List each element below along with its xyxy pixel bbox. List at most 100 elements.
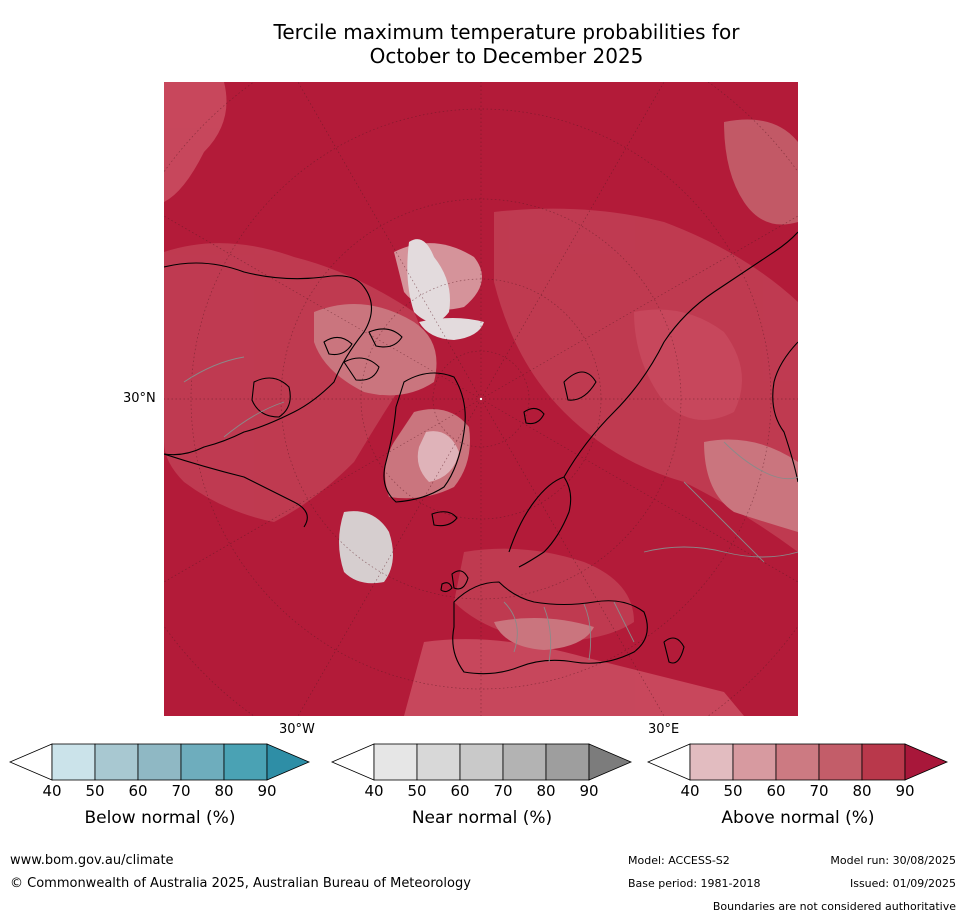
- meridian-120e: [480, 215, 798, 400]
- colorbar-swatch-1: [689, 743, 734, 781]
- tick-80: 80: [536, 782, 556, 800]
- model-text: Model: ACCESS-S2: [628, 854, 730, 867]
- colorbar-above-normal-swatches: [646, 743, 949, 781]
- title-line-1: Tercile maximum temperature probabilitie…: [273, 20, 740, 44]
- probability-map: [164, 82, 798, 716]
- colorbar-min-arrow: [646, 743, 691, 781]
- colorbar-swatch-2: [94, 743, 139, 781]
- colorbar-near-normal-swatches: [330, 743, 633, 781]
- colorbar-swatch-3: [775, 743, 820, 781]
- meridian-150e: [480, 82, 665, 400]
- border-europe-1: [503, 601, 635, 663]
- colorbar-above-normal-label: Above normal (%): [721, 808, 875, 828]
- colorbar-swatch-2: [416, 743, 461, 781]
- border-russia-kaz: [643, 546, 798, 558]
- base-period-text: Base period: 1981-2018: [628, 877, 761, 890]
- coast-asia-east: [772, 341, 798, 483]
- lon-label-30e: 30°E: [648, 722, 680, 737]
- colorbar-swatch-5: [223, 743, 268, 781]
- issued-text: Issued: 01/09/2025: [849, 877, 956, 890]
- tick-70: 70: [493, 782, 513, 800]
- colorbar-swatch-5: [545, 743, 590, 781]
- model-run-text: Model run: 30/08/2025: [830, 854, 956, 867]
- tick-50: 50: [85, 782, 105, 800]
- coast-europe: [452, 581, 648, 675]
- colorbar-swatch-2: [732, 743, 777, 781]
- disclaimer-text: Boundaries are not considered authoritat…: [712, 900, 956, 913]
- colorbar-near-normal-ticks: 40 50 60 70 80 90: [332, 782, 632, 802]
- lon-label-30w: 30°W: [279, 722, 315, 737]
- tick-50: 50: [407, 782, 427, 800]
- tick-80: 80: [214, 782, 234, 800]
- tick-80: 80: [852, 782, 872, 800]
- graticule: [164, 82, 798, 716]
- meridian-150w: [297, 82, 482, 400]
- coast-arctic-islands: [323, 328, 403, 381]
- tick-40: 40: [364, 782, 384, 800]
- coast-scandinavia: [508, 476, 572, 568]
- colorbar-swatch-3: [459, 743, 504, 781]
- colorbar-swatch-3: [137, 743, 182, 781]
- patch-near-normal-arctic: [407, 239, 450, 322]
- patch-canadian-archipelago: [314, 304, 437, 396]
- lat-label-30n: 30°N: [123, 391, 156, 406]
- parallel-50n: [190, 108, 772, 690]
- patch-near-normal-labrador: [339, 511, 393, 584]
- colorbar-swatch-4: [502, 743, 547, 781]
- tick-70: 70: [171, 782, 191, 800]
- tick-60: 60: [766, 782, 786, 800]
- coastlines: [164, 231, 798, 675]
- colorbar-below-normal-ticks: 40 50 60 70 80 90: [10, 782, 310, 802]
- coast-hudson-bay: [251, 377, 291, 418]
- coast-north-america: [164, 262, 373, 456]
- tick-60: 60: [450, 782, 470, 800]
- colorbar-below-normal-swatches: [8, 743, 311, 781]
- patch-near-normal-strait: [419, 318, 484, 340]
- patch-mediterranean: [494, 618, 594, 650]
- tick-90: 90: [895, 782, 915, 800]
- coast-eurasia-north: [563, 231, 798, 478]
- coast-north-america-east: [164, 453, 308, 528]
- colorbar-max-arrow: [266, 743, 311, 781]
- colorbar-min-arrow: [8, 743, 53, 781]
- website-text: www.bom.gov.au/climate: [10, 853, 174, 868]
- tick-40: 40: [42, 782, 62, 800]
- title-line-2: October to December 2025: [369, 44, 644, 68]
- colorbar-swatch-1: [373, 743, 418, 781]
- coast-svalbard-novaya: [523, 371, 597, 425]
- map-svg: [164, 82, 798, 716]
- tick-90: 90: [257, 782, 277, 800]
- colorbar-swatch-1: [51, 743, 96, 781]
- copyright-text: © Commonwealth of Australia 2025, Austra…: [10, 876, 471, 891]
- coast-caspian: [663, 637, 685, 664]
- meridian-60w: [164, 398, 482, 583]
- tick-40: 40: [680, 782, 700, 800]
- tick-50: 50: [723, 782, 743, 800]
- coast-british-isles: [440, 570, 469, 593]
- meridian-30w: [297, 398, 482, 716]
- patch-greenland-inner: [417, 431, 459, 482]
- colorbar-below-normal-label: Below normal (%): [84, 808, 236, 828]
- colorbar-max-arrow: [904, 743, 949, 781]
- tick-90: 90: [579, 782, 599, 800]
- probability-patches: [164, 82, 798, 716]
- colorbar-below-normal: 40 50 60 70 80 90 Below normal (%): [8, 743, 311, 828]
- country-borders: [183, 356, 798, 663]
- patch-northeast-corner: [724, 119, 798, 225]
- coast-greenland: [383, 372, 466, 503]
- colorbar-swatch-4: [180, 743, 225, 781]
- colorbar-above-normal: 40 50 60 70 80 90 Above normal (%): [646, 743, 949, 828]
- border-asia-1: [683, 441, 798, 563]
- colorbar-near-normal-label: Near normal (%): [411, 808, 553, 828]
- tick-70: 70: [809, 782, 829, 800]
- patch-north-pacific: [164, 82, 227, 202]
- north-pole-marker: [479, 397, 483, 401]
- patch-central-asia: [704, 439, 798, 532]
- patch-siberia: [634, 309, 742, 420]
- patch-north-africa: [404, 639, 744, 716]
- tick-60: 60: [128, 782, 148, 800]
- meridian-120w: [164, 215, 482, 400]
- coast-iceland: [431, 511, 458, 527]
- colorbar-swatch-4: [818, 743, 863, 781]
- colorbar-min-arrow: [330, 743, 375, 781]
